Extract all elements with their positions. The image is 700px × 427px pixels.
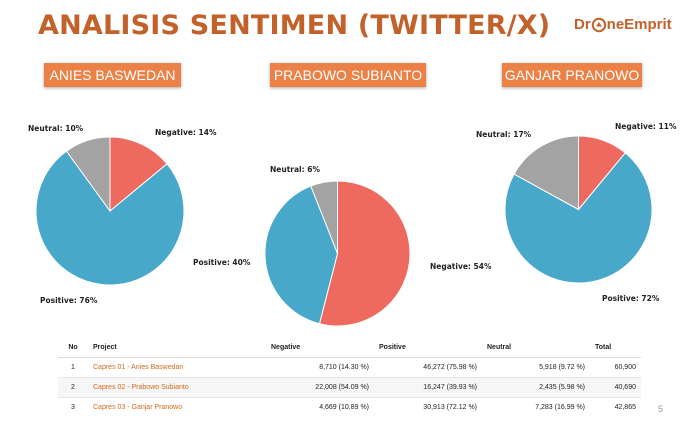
pie-label-anies-positive: Positive: 76% xyxy=(40,296,98,305)
pie-label-ganjar-positive: Positive: 72% xyxy=(602,294,660,303)
pie-label-anies-neutral: Neutral: 10% xyxy=(28,124,84,133)
pie-label-prabowo-negative: Negative: 54% xyxy=(430,262,492,271)
pie-slice-neutral xyxy=(513,135,579,211)
col-header-positive: Positive xyxy=(374,337,482,358)
cell-positive: 46,272 (75.98 %) xyxy=(374,357,482,378)
cell-project[interactable]: Capres 01 - Anies Baswedan xyxy=(88,357,266,378)
logo-suffix: neEmprit xyxy=(606,16,672,33)
cell-total: 40,690 xyxy=(590,377,641,398)
pie-slice-positive xyxy=(504,152,653,284)
logo-prefix: Dr xyxy=(574,16,591,33)
cell-project[interactable]: Capres 03 - Ganjar Pranowo xyxy=(88,397,266,417)
cell-negative: 4,669 (10.89 %) xyxy=(266,397,374,417)
cell-total: 60,900 xyxy=(590,357,641,378)
pie-slice-positive xyxy=(35,150,185,286)
cell-no: 1 xyxy=(58,357,88,378)
pie-label-anies-negative: Negative: 14% xyxy=(155,128,217,137)
pie-label-ganjar-negative: Negative: 11% xyxy=(615,122,677,131)
pie-slice-negative xyxy=(109,136,168,213)
candidate-label-ganjar: GANJAR PRANOWO xyxy=(502,63,642,87)
pie-slice-neutral xyxy=(65,136,111,213)
page-number: 5 xyxy=(658,404,664,414)
cell-positive: 30,913 (72.12 %) xyxy=(374,397,482,417)
cell-project[interactable]: Capres 02 - Prabowo Subianto xyxy=(88,377,266,398)
pie-slice-negative xyxy=(318,180,411,327)
cell-negative: 8,710 (14.30 %) xyxy=(266,357,374,378)
page-title: ANALISIS SENTIMEN (TWITTER/X) xyxy=(38,10,551,41)
col-header-project: Project xyxy=(88,337,266,358)
table-row: 3 Capres 03 - Ganjar Pranowo 4,669 (10.8… xyxy=(58,397,641,417)
table-header-row: No Project Negative Positive Neutral Tot… xyxy=(58,337,641,358)
cell-no: 2 xyxy=(58,377,88,398)
table-row: 1 Capres 01 - Anies Baswedan 8,710 (14.3… xyxy=(58,357,641,378)
pie-slice-neutral xyxy=(310,180,338,254)
cell-negative: 22,008 (54.09 %) xyxy=(266,377,374,398)
col-header-no: No xyxy=(58,337,88,358)
sentiment-summary-table: No Project Negative Positive Neutral Tot… xyxy=(58,337,641,417)
col-header-neutral: Neutral xyxy=(482,337,590,358)
cell-neutral: 5,918 (9.72 %) xyxy=(482,357,590,378)
col-header-total: Total xyxy=(590,337,641,358)
cell-positive: 16,247 (39.93 %) xyxy=(374,377,482,398)
pie-label-prabowo-positive: Positive: 40% xyxy=(193,258,251,267)
drone-icon xyxy=(591,17,606,32)
col-header-negative: Negative xyxy=(266,337,374,358)
cell-neutral: 7,283 (16.99 %) xyxy=(482,397,590,417)
candidate-label-anies: ANIES BASWEDAN xyxy=(44,63,181,87)
pie-slice-positive xyxy=(264,185,339,325)
table-row: 2 Capres 02 - Prabowo Subianto 22,008 (5… xyxy=(58,377,641,398)
cell-total: 42,865 xyxy=(590,397,641,417)
cell-no: 3 xyxy=(58,397,88,417)
drone-emprit-logo: Dr neEmprit xyxy=(574,16,672,33)
pie-label-ganjar-neutral: Neutral: 17% xyxy=(476,130,532,139)
cell-neutral: 2,435 (5.98 %) xyxy=(482,377,590,398)
pie-chart-ganjar xyxy=(504,135,653,284)
pie-label-prabowo-neutral: Neutral: 6% xyxy=(270,165,320,174)
pie-chart-prabowo xyxy=(264,180,411,327)
pie-chart-anies xyxy=(35,136,185,286)
candidate-label-prabowo: PRABOWO SUBIANTO xyxy=(270,63,426,87)
